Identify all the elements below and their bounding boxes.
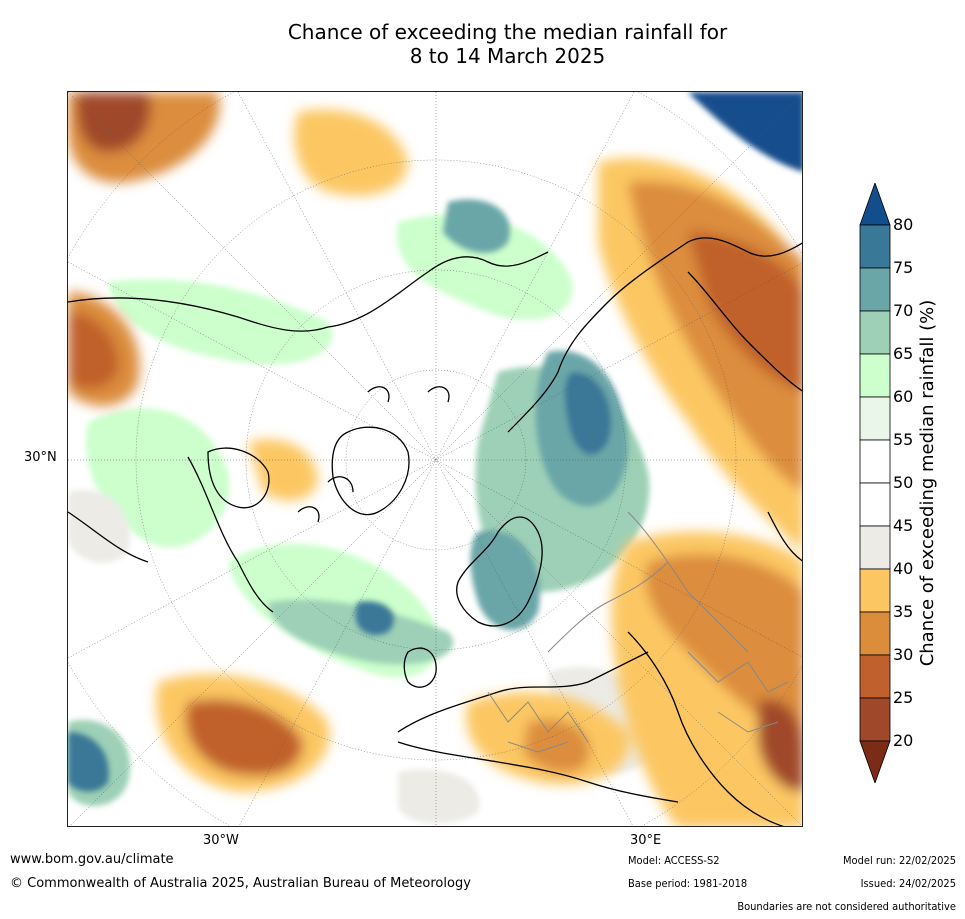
boundaries-disclaimer: Boundaries are not considered authoritat… (737, 900, 956, 913)
region-brown-atlantic-south (185, 699, 303, 776)
colorbar-tick-label: 35 (893, 602, 914, 621)
colorbar-segment (859, 482, 891, 527)
rainfall-probability-map (67, 91, 803, 827)
issued-date: Issued: 24/02/2025 (860, 877, 956, 890)
coastline-russia-north (507, 237, 802, 433)
colorbar-tick-label: 25 (893, 688, 914, 707)
coastline-arctic-islands (297, 386, 450, 523)
colorbar-tick-label: 40 (893, 559, 914, 578)
region-teal-norway (470, 530, 540, 631)
border-europe-grid (487, 691, 589, 753)
coastline-north-america (68, 297, 329, 613)
coastline-mediterranean (397, 741, 679, 803)
colorbar-segment (859, 267, 891, 312)
colorbar-tick-label: 50 (893, 473, 914, 492)
coastline-alaska-siberia (327, 251, 549, 328)
colorbar-segment (859, 310, 891, 355)
title-line-2: 8 to 14 March 2025 (409, 44, 606, 68)
region-brown-usa-west (68, 312, 119, 389)
coastline-british-isles (403, 647, 437, 688)
region-darkbrown-south-asia (758, 700, 802, 792)
graticule-meridian (68, 262, 802, 659)
colorbar-segment (859, 654, 891, 699)
colorbar-extend-top (859, 181, 891, 226)
region-blue-corner (688, 92, 802, 172)
colorbar-segment (859, 224, 891, 269)
graticule-meridian (69, 93, 802, 826)
colorbar-label: Chance of exceeding median rainfall (%) (917, 299, 938, 667)
coastline-greenland (331, 426, 410, 516)
map-graticule (68, 92, 802, 826)
colorbar-segment (859, 439, 891, 484)
colorbar-segment (859, 611, 891, 656)
longitude-label-30e: 30°E (630, 833, 662, 848)
graticule-latitude-circle (345, 369, 527, 551)
coastlines (68, 237, 802, 826)
latitude-label-30n: 30°N (24, 450, 57, 465)
base-period: Base period: 1981-2018 (628, 877, 748, 890)
longitude-label-30w: 30°W (203, 833, 239, 848)
coastline-scandinavia (456, 516, 543, 627)
website-link[interactable]: www.bom.gov.au/climate (10, 852, 174, 867)
region-brown-north-pacific-west (76, 92, 151, 152)
colorbar-tick-label: 80 (893, 215, 914, 234)
region-teal-siberia (443, 199, 510, 253)
coastline-east-asia (687, 271, 802, 562)
colorbar-segment (859, 697, 891, 742)
colorbar (858, 181, 898, 785)
graticule-latitude-circle (135, 159, 737, 761)
model-run-date: Model run: 22/02/2025 (843, 854, 956, 867)
region-blue-russia (564, 372, 612, 455)
title-line-1: Chance of exceeding the median rainfall … (287, 20, 728, 44)
border-asia-grid (687, 651, 789, 733)
coastline-south-asia (627, 631, 784, 826)
chart-title: Chance of exceeding the median rainfall … (0, 20, 965, 68)
below-median-regions (68, 92, 802, 826)
region-darkbrown-east-asia (688, 232, 802, 392)
colorbar-segment (859, 396, 891, 441)
colorbar-graphic (859, 181, 891, 785)
colorbar-segment (859, 353, 891, 398)
graticule-meridian (68, 92, 802, 826)
region-grey-3 (398, 769, 480, 824)
region-green-arctic-siberia (396, 214, 573, 320)
national-borders (487, 511, 789, 753)
copyright-notice: © Commonwealth of Australia 2025, Austra… (10, 876, 471, 891)
colorbar-tick-label: 65 (893, 344, 914, 363)
colorbar-tick-label: 70 (893, 301, 914, 320)
region-green-atlantic-band (268, 599, 454, 665)
map-canvas (68, 92, 802, 826)
region-brown-south-asia (645, 553, 802, 742)
coastline-europe (397, 651, 649, 733)
region-orange-pacific-mid (294, 109, 408, 196)
colorbar-tick-label: 60 (893, 387, 914, 406)
colorbar-segment (859, 568, 891, 613)
colorbar-tick-label: 20 (893, 731, 914, 750)
colorbar-tick-label: 30 (893, 645, 914, 664)
colorbar-tick-label: 75 (893, 258, 914, 277)
model-name: Model: ACCESS-S2 (628, 854, 720, 867)
colorbar-tick-label: 55 (893, 430, 914, 449)
colorbar-extend-bottom (859, 740, 891, 785)
region-orange-greenland (248, 439, 318, 501)
colorbar-segment (859, 525, 891, 570)
border-russia-europe (547, 561, 669, 653)
border-central-asia (627, 511, 749, 653)
colorbar-tick-label: 45 (893, 516, 914, 535)
region-blue-atlantic (355, 601, 394, 636)
coastline-hudson-bay (207, 447, 270, 509)
high-probability-cores (68, 92, 802, 792)
region-teal-pacific-sw (68, 732, 109, 792)
